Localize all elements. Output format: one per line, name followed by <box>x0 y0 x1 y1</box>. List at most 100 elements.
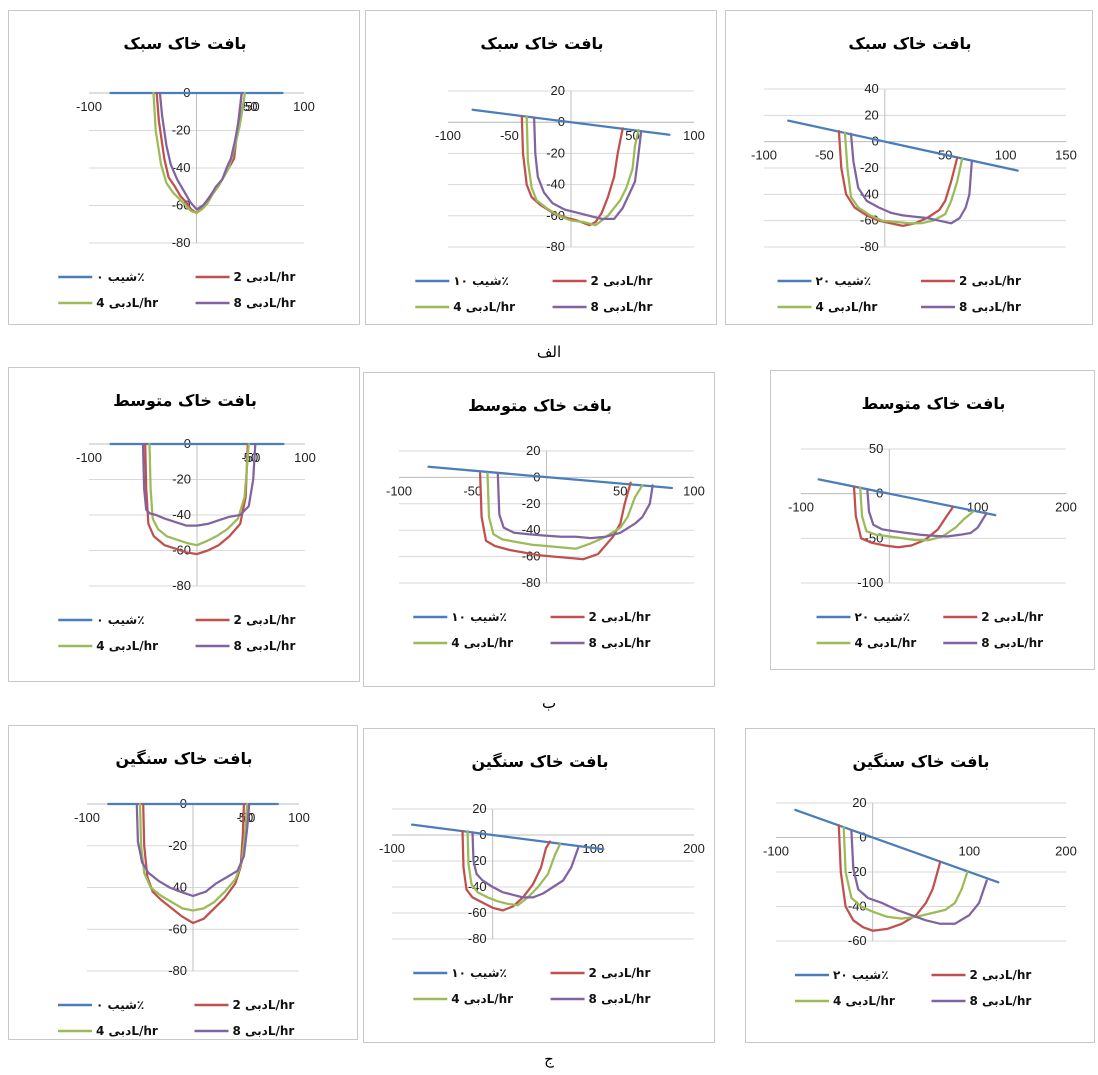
series-line-2 <box>461 829 552 912</box>
x-tick-label: -100 <box>74 810 100 825</box>
y-tick-label: -80 <box>172 578 191 593</box>
series-line-1 <box>787 119 1019 172</box>
series-line-3 <box>466 829 562 907</box>
chart-title: بافت خاک سنگین <box>116 749 253 768</box>
legend-entry: دبی 2L/hr <box>970 968 1032 982</box>
series-line-2 <box>142 802 246 925</box>
legend-entry: دبی 4L/hr <box>451 636 513 650</box>
y-tick-label: -40 <box>172 160 191 175</box>
y-tick-label: -20 <box>546 145 565 160</box>
series-line-3 <box>842 826 969 920</box>
series-line-4 <box>849 132 973 225</box>
y-tick-label: -80 <box>546 239 565 254</box>
legend-entry: دبی 4L/hr <box>451 992 513 1006</box>
chart-panel-8: بافت خاک سنگین 20 0 -20 -40 -60 -80 -100 100 200 ش… <box>363 728 715 1043</box>
series-line-3 <box>486 472 644 550</box>
legend-entry: شیب ۱۰٪ <box>453 274 509 288</box>
x-tick-label: -100 <box>379 841 405 856</box>
series-line-4 <box>532 116 643 221</box>
x-tick-label: 100 <box>288 810 310 825</box>
chart-panel-2: بافت خاک سبک 20 0 -20 -40 -60 -80 -100 -50 50 100 ش… <box>365 10 717 325</box>
y-tick-label: -40 <box>468 879 487 894</box>
legend-entry: دبی 2L/hr <box>589 610 651 624</box>
series-line-4 <box>158 91 243 211</box>
legend-entry: شیب ۰٪ <box>96 998 144 1012</box>
chart-panel-3: بافت خاک سبک 40 20 0 -20 -40 -60 -80 -100 -50 50 10… <box>725 10 1093 325</box>
series-line-2 <box>155 91 243 215</box>
x-tick-label: -100 <box>76 99 102 114</box>
y-tick-label: 40 <box>864 81 878 96</box>
chart-title: بافت خاک سنگین <box>853 752 990 771</box>
y-tick-label: -80 <box>860 239 879 254</box>
series-line-4 <box>850 829 988 925</box>
y-tick-label: -40 <box>172 507 191 522</box>
row-label-alef: الف <box>536 343 562 361</box>
x-tick-label: -50 <box>463 483 482 498</box>
series-line-3 <box>525 114 640 227</box>
y-tick-label: -80 <box>468 931 487 946</box>
y-tick-label: -20 <box>168 838 187 853</box>
y-tick-label: 20 <box>864 107 878 122</box>
legend-entry: دبی 8L/hr <box>234 639 296 653</box>
legend-entry: دبی 8L/hr <box>959 300 1021 314</box>
x-tick-label: 100 <box>683 128 705 143</box>
y-tick-label: -80 <box>522 575 541 590</box>
chart-title: بافت خاک سبک <box>848 34 971 53</box>
y-tick-label: 0 <box>872 134 879 149</box>
chart-panel-6: بافت خاک متوسط 50 0 -50 -100 -100 100 200 شیب ۲۰… <box>770 370 1095 670</box>
series-line-1 <box>817 478 997 517</box>
legend-entry: دبی 4L/hr <box>816 300 878 314</box>
chart-panel-5: بافت خاک متوسط 20 0 -20 -40 -60 -80 -100 -50 50 10… <box>363 372 715 687</box>
legend-entry: شیب ۰٪ <box>96 613 144 627</box>
x-tick-label: -100 <box>788 500 814 515</box>
legend-entry: دبی 4L/hr <box>96 639 158 653</box>
series-line-3 <box>859 486 975 542</box>
legend-entry: دبی 4L/hr <box>453 300 515 314</box>
x-tick-label: 50 <box>613 483 627 498</box>
y-tick-label: -20 <box>860 160 879 175</box>
legend-entry: دبی 8L/hr <box>233 1024 295 1038</box>
y-tick-label: -40 <box>546 177 565 192</box>
chart-panel-7: بافت خاک سنگین 0 -20 -40 -60 -80 -100 -50 50 100 ش… <box>8 725 358 1040</box>
series-line-4 <box>866 488 988 538</box>
x-tick-label: 200 <box>1055 844 1077 859</box>
y-tick-label: 20 <box>852 795 866 810</box>
x-tick-label: -50 <box>241 99 260 114</box>
series-line-4 <box>471 831 580 899</box>
y-tick-label: -20 <box>522 496 541 511</box>
y-tick-label: 50 <box>869 441 883 456</box>
legend-entry: دبی 8L/hr <box>970 994 1032 1008</box>
chart-panel-4: بافت خاک متوسط 0 -20 -40 -60 -80 -100 -50 50 100 ش… <box>8 367 360 682</box>
legend-entry: دبی 4L/hr <box>96 296 158 310</box>
legend-entry: شیب ۲۰٪ <box>816 274 872 288</box>
x-tick-label: -100 <box>763 844 789 859</box>
legend-entry: شیب ۲۰٪ <box>833 968 889 982</box>
legend-entry: دبی 2L/hr <box>234 613 296 627</box>
legend-entry: شیب ۱۰٪ <box>451 966 507 980</box>
legend-entry: دبی 2L/hr <box>591 274 653 288</box>
y-tick-label: 20 <box>551 83 565 98</box>
x-tick-label: 50 <box>243 99 257 114</box>
chart-title: بافت خاک متوسط <box>862 394 1006 413</box>
y-tick-label: -80 <box>168 963 187 978</box>
legend-entry: دبی 8L/hr <box>981 636 1043 650</box>
row-label-jim: ج <box>544 1050 554 1068</box>
series-line-1 <box>410 823 605 851</box>
legend-entry: دبی 2L/hr <box>233 998 295 1012</box>
y-tick-label: -60 <box>848 933 867 948</box>
x-tick-label: -100 <box>76 450 102 465</box>
series-line-2 <box>837 824 942 932</box>
legend-entry: دبی 2L/hr <box>981 610 1043 624</box>
legend-entry: شیب ۲۰٪ <box>855 610 911 624</box>
legend-entry: دبی 4L/hr <box>833 994 895 1008</box>
chart-panel-9: بافت خاک سنگین 20 0 -20 -40 -60 -100 100 200 شیب … <box>745 728 1095 1043</box>
series-line-2 <box>852 485 955 549</box>
x-tick-label: 150 <box>1055 148 1077 163</box>
chart-title: بافت خاک متوسط <box>468 396 612 415</box>
y-tick-label: 20 <box>526 443 540 458</box>
